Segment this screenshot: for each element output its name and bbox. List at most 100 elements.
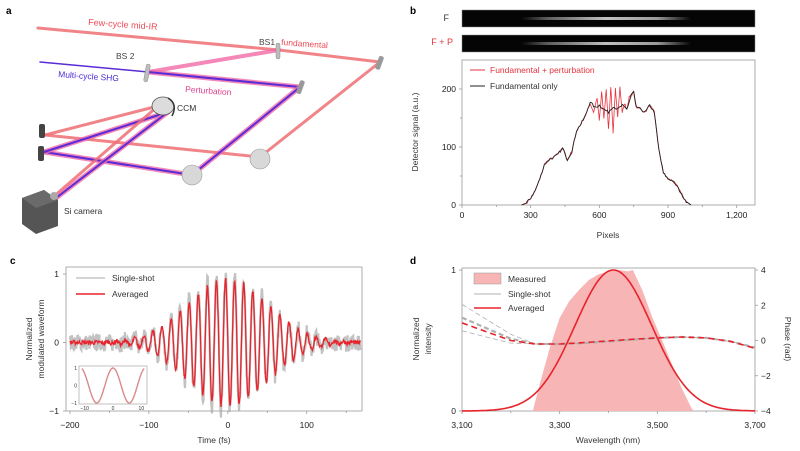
- b-xtick-label: 900: [661, 210, 675, 220]
- b-ytick-label: 0: [451, 200, 456, 210]
- fundamental-to-mirror-beam: [277, 48, 382, 64]
- bs2-optic: [143, 63, 151, 83]
- chart-c-frame: [65, 266, 363, 412]
- fundamental-label: fundamental: [281, 37, 328, 50]
- strip-bright-band: [521, 17, 691, 20]
- series-averaged-phase: [461, 322, 756, 350]
- round-mirror-right: [249, 148, 271, 170]
- legend-swatch-measured: [473, 272, 502, 285]
- chart-c-inset: −10 0 10−101: [71, 365, 148, 412]
- perturbation-to-bs1-beam: [146, 48, 281, 74]
- panel-d-label: d: [410, 256, 416, 267]
- chart-b-legend: Fundamental + perturbation Fundamental o…: [470, 65, 595, 91]
- round-mirror-center: [181, 164, 203, 186]
- chart-d-legend: Measured Single-shot Averaged: [473, 272, 551, 313]
- bs1-optic: [275, 42, 281, 60]
- shg-label: Multi-cycle SHG: [58, 69, 119, 83]
- c-ytick-label: 1: [54, 269, 59, 279]
- chart-b: 0 300 600 900 1,200 0 100 200 Fundamental + per…: [410, 59, 756, 240]
- chart-b-frame: [461, 59, 756, 206]
- few-cycle-label: Few-cycle mid-IR: [88, 17, 159, 32]
- chart-d-ylabel-line2: intensity: [423, 323, 433, 355]
- bs1-label: BS1: [259, 37, 275, 47]
- b-xtick-label: 1,200: [726, 210, 748, 220]
- mirror-left-upper: [39, 124, 45, 138]
- d-ytick-right-label: −2: [761, 371, 771, 381]
- d-ytick-label: 0: [451, 406, 456, 416]
- ccm-label: CCM: [177, 103, 196, 113]
- d-xtick-label: 3,700: [744, 420, 766, 430]
- inset-frame: [78, 365, 148, 405]
- legend-averaged-d: Averaged: [508, 303, 545, 313]
- legend-fund-pert: Fundamental + perturbation: [490, 65, 595, 75]
- series-single-shot-phase: [461, 316, 756, 349]
- inset-cosine-line: [81, 367, 145, 404]
- shg-to-ccm-beam: [43, 111, 169, 153]
- c-ytick-label: 0: [54, 338, 59, 348]
- fundamental-to-camera-beam: [50, 104, 160, 200]
- b-xtick-label: 0: [460, 210, 465, 220]
- strip-f: [461, 9, 756, 28]
- inset-xtick-label: −10: [80, 406, 89, 412]
- panel-d: d 3,100 3,300 3,500 3,700 0 1 −4 −2 0 2 4 Measured…: [410, 256, 793, 445]
- legend-fund-only: Fundamental only: [490, 81, 558, 91]
- inset-xtick-label: 0: [112, 406, 115, 412]
- d-xtick-label: 3,500: [647, 420, 669, 430]
- b-xtick-label: 600: [592, 210, 606, 220]
- d-ytick-right-label: −4: [761, 406, 771, 416]
- chart-c-ylabel-line2: modulated waveform: [36, 300, 46, 379]
- mirror-left-lower: [38, 146, 44, 161]
- strip-bright-band: [521, 42, 691, 45]
- perturbation-beam: [39, 48, 303, 201]
- inset-ytick-label: 1: [74, 366, 77, 372]
- c-xtick-label: 100: [300, 420, 314, 430]
- camera-image-strips: [461, 9, 756, 53]
- chart-c: −200 −100 0 100−101 Single-shot Averaged −1…: [24, 266, 363, 445]
- series-fund-pert-line: [521, 86, 692, 206]
- panel-b-label: b: [410, 6, 416, 17]
- panel-c: c −200 −100 0 100−101 Single-shot Averaged …: [10, 256, 363, 445]
- inset-ytick-label: 0: [74, 384, 77, 390]
- legend-averaged: Averaged: [112, 289, 149, 299]
- bs2-label: BS 2: [116, 51, 135, 61]
- chart-d-xlabel: Wavelength (nm): [576, 435, 641, 445]
- c-xtick-label: −100: [139, 420, 158, 430]
- legend-single-shot: Single-shot: [112, 273, 155, 283]
- b-xtick-label: 300: [524, 210, 538, 220]
- strip-label-fp: F + P: [431, 37, 453, 47]
- perturbation-label: Perturbation: [185, 84, 232, 97]
- legend-single-shot-d: Single-shot: [508, 289, 551, 299]
- si-camera-icon: [22, 190, 58, 234]
- shg-return-beam: [43, 151, 193, 176]
- d-xtick-label: 3,300: [549, 420, 571, 430]
- shg-diagonal-beam: [191, 86, 301, 176]
- d-ytick-right-label: 4: [761, 265, 766, 275]
- chart-d-ylabel-right: Phase (rad): [783, 317, 793, 362]
- fundamental-to-ccm-beam: [43, 104, 160, 137]
- fundamental-diagonal-beam: [258, 60, 382, 159]
- d-ytick-right-label: 0: [761, 336, 766, 346]
- series-averaged-line: [462, 269, 755, 412]
- c-xtick-label: −200: [60, 420, 79, 430]
- optics: [22, 42, 384, 234]
- strip-label-f: F: [444, 13, 450, 23]
- chart-c-ylabel-line1: Normalized: [24, 317, 34, 360]
- camera-label: Si camera: [64, 206, 103, 216]
- d-ytick-label: 1: [451, 265, 456, 275]
- chart-d-ylabel-line1: Normalized: [411, 317, 421, 360]
- chart-c-legend: Single-shot Averaged: [76, 273, 155, 299]
- ccm-mirror-edge: [167, 97, 175, 117]
- c-ytick-label: −1: [49, 406, 59, 416]
- b-ytick-label: 200: [442, 84, 456, 94]
- chart-c-xlabel: Time (fs): [197, 435, 230, 445]
- c-xtick-label: 0: [225, 420, 230, 430]
- d-xtick-label: 3,100: [451, 420, 473, 430]
- inset-xtick-label: 10: [139, 406, 145, 412]
- d-ytick-right-label: 2: [761, 300, 766, 310]
- chart-b-ylabel: Detector signal (a.u.): [410, 92, 420, 171]
- legend-measured: Measured: [508, 274, 546, 284]
- panel-a: a: [6, 6, 384, 234]
- chart-d: 3,100 3,300 3,500 3,700 0 1 −4 −2 0 2 4 Measured S…: [411, 265, 793, 445]
- shg-input-beam: [39, 61, 149, 73]
